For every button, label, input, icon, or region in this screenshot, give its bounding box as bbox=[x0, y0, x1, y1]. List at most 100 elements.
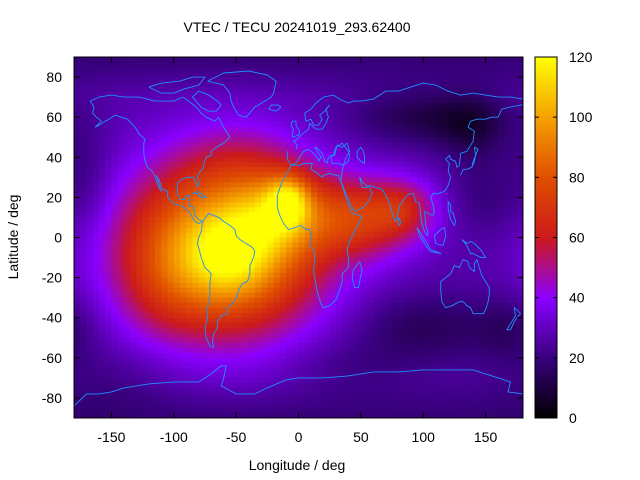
heat-cell bbox=[398, 172, 406, 178]
heat-cell bbox=[229, 257, 237, 264]
heat-cell bbox=[485, 152, 493, 158]
heat-cell bbox=[229, 202, 237, 209]
heat-cell bbox=[504, 227, 512, 234]
heat-cell bbox=[491, 122, 499, 128]
heat-cell bbox=[441, 217, 449, 224]
heat-cell bbox=[441, 227, 449, 234]
heat-cell bbox=[130, 137, 137, 143]
heat-cell bbox=[367, 337, 374, 344]
heat-cell bbox=[448, 147, 456, 153]
heat-cell bbox=[298, 57, 306, 63]
heat-cell bbox=[466, 347, 474, 354]
heat-cell bbox=[273, 72, 281, 78]
heat-cell bbox=[155, 62, 162, 68]
heat-cell bbox=[504, 147, 512, 153]
heat-cell bbox=[367, 177, 374, 183]
heat-cell bbox=[392, 187, 399, 193]
heat-cell bbox=[423, 317, 431, 324]
heat-cell bbox=[435, 282, 443, 289]
heat-cell bbox=[273, 157, 281, 163]
heat-cell bbox=[473, 392, 480, 399]
heat-cell bbox=[180, 172, 187, 178]
heat-cell bbox=[92, 262, 100, 269]
heat-cell bbox=[198, 317, 206, 324]
heat-cell bbox=[198, 217, 206, 224]
heat-cell bbox=[385, 292, 393, 299]
heat-cell bbox=[98, 187, 106, 193]
heat-cell bbox=[510, 322, 518, 329]
heat-cell bbox=[473, 132, 480, 138]
heat-cell bbox=[217, 252, 225, 259]
heat-cell bbox=[117, 122, 125, 128]
heat-cell bbox=[342, 362, 349, 369]
heat-cell bbox=[130, 62, 137, 68]
heat-cell bbox=[80, 157, 88, 163]
heat-cell bbox=[92, 172, 100, 178]
heat-cell bbox=[142, 157, 150, 163]
heat-cell bbox=[491, 172, 499, 178]
heat-cell bbox=[404, 237, 412, 244]
heat-cell bbox=[86, 297, 94, 304]
heat-cell bbox=[173, 162, 181, 168]
heat-cell bbox=[454, 292, 462, 299]
heat-cell bbox=[173, 122, 181, 128]
heat-cell bbox=[379, 167, 387, 173]
heat-cell bbox=[466, 287, 474, 294]
heat-cell bbox=[74, 207, 81, 214]
heat-cell bbox=[286, 87, 293, 93]
heat-cell bbox=[117, 177, 125, 183]
heat-cell bbox=[460, 252, 468, 259]
heat-cell bbox=[192, 77, 200, 83]
heat-cell bbox=[136, 402, 144, 409]
heat-cell bbox=[242, 212, 250, 219]
heat-cell bbox=[504, 242, 512, 249]
heat-cell bbox=[360, 232, 368, 239]
heat-cell bbox=[142, 392, 150, 399]
heat-cell bbox=[335, 272, 343, 279]
heat-cell bbox=[491, 252, 499, 259]
heat-cell bbox=[123, 362, 131, 369]
heat-cell bbox=[317, 227, 325, 234]
heat-cell bbox=[329, 187, 337, 193]
heat-cell bbox=[441, 252, 449, 259]
heat-cell bbox=[435, 397, 443, 404]
heat-cell bbox=[229, 357, 237, 364]
heat-cell bbox=[261, 132, 268, 138]
heat-cell bbox=[367, 262, 374, 269]
heat-cell bbox=[466, 277, 474, 284]
heat-cell bbox=[435, 337, 443, 344]
heat-cell bbox=[223, 362, 231, 369]
heat-cell bbox=[342, 262, 349, 269]
heat-cell bbox=[111, 92, 119, 98]
heat-cell bbox=[360, 292, 368, 299]
heat-cell bbox=[217, 217, 225, 224]
heat-cell bbox=[211, 187, 219, 193]
heat-cell bbox=[304, 67, 312, 73]
heat-cell bbox=[466, 342, 474, 349]
heat-cell bbox=[86, 342, 94, 349]
heat-cell bbox=[217, 132, 225, 138]
heat-cell bbox=[74, 387, 81, 394]
heat-cell bbox=[329, 117, 337, 123]
heat-cell bbox=[223, 102, 231, 108]
heat-cell bbox=[130, 127, 137, 133]
heat-cell bbox=[192, 107, 200, 113]
heat-cell bbox=[491, 317, 499, 324]
heat-cell bbox=[186, 402, 194, 409]
heat-cell bbox=[298, 212, 306, 219]
heat-cell bbox=[310, 372, 318, 379]
heat-cell bbox=[323, 202, 331, 209]
heat-cell bbox=[292, 67, 300, 73]
heat-cell bbox=[136, 77, 144, 83]
heat-cell bbox=[435, 127, 443, 133]
heat-cell bbox=[466, 187, 474, 193]
heat-cell bbox=[317, 307, 325, 314]
heat-cell bbox=[348, 247, 356, 254]
heat-cell bbox=[454, 127, 462, 133]
heat-cell bbox=[155, 172, 162, 178]
heat-cell bbox=[460, 367, 468, 374]
heat-cell bbox=[516, 72, 523, 78]
heat-cell bbox=[404, 67, 412, 73]
heat-cell bbox=[429, 122, 437, 128]
heat-cell bbox=[192, 102, 200, 108]
